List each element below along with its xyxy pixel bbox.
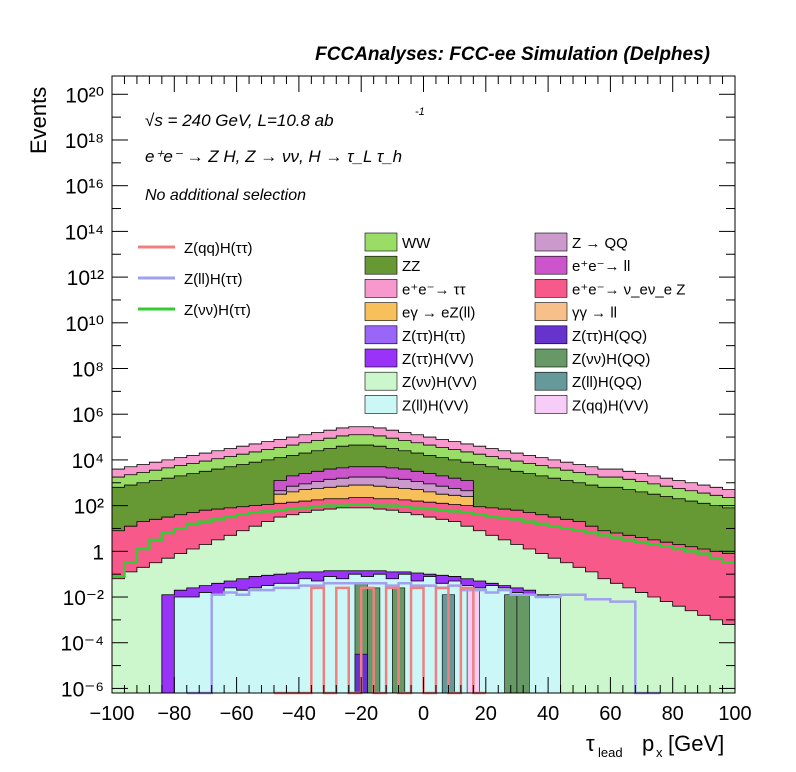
legend-label: Z(νν)H(VV) xyxy=(402,374,477,391)
legend-swatch xyxy=(364,232,398,252)
x-tick-label: 0 xyxy=(418,703,429,725)
legend-swatch xyxy=(534,395,568,414)
legend-label: Z(ll)H(VV) xyxy=(402,397,469,414)
legend-swatch xyxy=(534,232,568,252)
legend-label: e⁺e⁻→ ττ xyxy=(402,281,466,298)
bar-4 xyxy=(504,594,518,694)
legend-swatch xyxy=(364,255,398,275)
y-tick-label: 10⁻⁶ xyxy=(61,678,104,701)
legend-swatch xyxy=(534,302,568,321)
signal-line-0 xyxy=(112,503,735,578)
signal-lines xyxy=(112,503,735,695)
legend-swatch xyxy=(364,395,398,414)
x-tick-label: −100 xyxy=(89,703,134,725)
y-tick-label: 10¹⁴ xyxy=(65,221,104,244)
legend-label: Z(ll)H(QQ) xyxy=(572,374,642,391)
y-tick-label: 10² xyxy=(74,496,104,519)
xlabel-tau: τ xyxy=(586,731,595,756)
y-tick-label: 10⁻⁴ xyxy=(61,633,104,656)
legend-label: WW xyxy=(402,235,431,252)
x-tick-label: 100 xyxy=(718,703,751,725)
legend-swatch xyxy=(534,348,568,368)
y-tick-label: 10⁸ xyxy=(72,359,104,382)
legend-label: ZZ xyxy=(402,258,420,275)
xlabel-p: p xyxy=(642,731,654,756)
chart-title: FCCAnalyses: FCC-ee Simulation (Delphes) xyxy=(315,44,710,65)
legend-swatch xyxy=(364,325,398,345)
legend-label: Z(ττ)H(ττ) xyxy=(402,328,466,345)
xlabel-x: x xyxy=(656,745,663,760)
x-tick-label: 40 xyxy=(537,703,559,725)
x-axis: −100 −80 −60 −40 −20 0 20 40 60 80 100 xyxy=(89,76,752,725)
y-axis-label: Events xyxy=(26,87,51,154)
legend-signals: Z(qq)H(ττ) Z(ll)H(ττ) Z(νν)H(ττ) xyxy=(138,240,253,319)
signal-line-2 xyxy=(273,586,486,695)
legend-swatch xyxy=(364,371,398,391)
legend-label: Z(νν)H(ττ) xyxy=(184,302,251,319)
legend-swatch xyxy=(534,371,568,391)
legend-swatch xyxy=(364,302,398,321)
y-axis: 10⁻⁶ 10⁻⁴ 10⁻² 1 10² 10⁴ 10⁶ 10⁸ 10¹⁰ 10¹² 10¹⁴ 10¹… xyxy=(61,84,735,701)
y-tick-label: 10⁴ xyxy=(72,450,104,473)
legend-backgrounds: WW Z → QQ ZZ e⁺e⁻→ ll e⁺e⁻→ ττ e⁺e⁻→ ν_eν_e Z… xyxy=(364,232,685,414)
x-axis-label: τ lead p x [GeV] xyxy=(586,731,724,760)
y-tick-label: 10⁻² xyxy=(63,587,104,610)
x-tick-label: −40 xyxy=(282,703,316,725)
legend-swatch xyxy=(534,325,568,345)
legend-label: Z(qq)H(ττ) xyxy=(184,240,253,257)
selection-label: No additional selection xyxy=(145,187,306,204)
legend-label: Z(ττ)H(VV) xyxy=(402,351,474,368)
legend-label: Z → QQ xyxy=(572,235,628,252)
y-tick-label: 1 xyxy=(92,541,104,564)
signal-line-1 xyxy=(186,582,661,695)
lumi-exponent: -1 xyxy=(415,106,425,118)
y-tick-label: 10¹⁰ xyxy=(65,313,104,336)
y-tick-label: 10¹⁶ xyxy=(65,176,104,199)
bar-5 xyxy=(516,594,530,694)
legend-swatch xyxy=(534,255,568,275)
legend-swatch xyxy=(364,279,398,298)
legend-label: γγ → ll xyxy=(572,305,617,322)
legend-swatch xyxy=(534,279,568,298)
x-tick-label: 60 xyxy=(599,703,621,725)
x-tick-label: 80 xyxy=(662,703,684,725)
legend-label: Z(qq)H(VV) xyxy=(572,397,649,414)
y-tick-label: 10¹⁸ xyxy=(65,130,104,153)
y-tick-label: 10⁶ xyxy=(72,404,104,427)
legend-label: e⁺e⁻→ ν_eν_e Z xyxy=(572,281,685,298)
x-tick-label: −60 xyxy=(220,703,254,725)
xlabel-unit: [GeV] xyxy=(668,731,724,756)
legend-label: eγ → eZ(ll) xyxy=(402,305,475,322)
legend-label: Z(ll)H(ττ) xyxy=(184,271,243,288)
x-tick-label: −20 xyxy=(344,703,378,725)
legend-label: Z(ττ)H(QQ) xyxy=(572,328,647,345)
x-tick-label: −80 xyxy=(157,703,191,725)
y-tick-label: 10²⁰ xyxy=(65,84,104,107)
x-tick-label: 20 xyxy=(475,703,497,725)
y-tick-label: 10¹² xyxy=(67,267,104,290)
process-label: e⁺e⁻ → Z H, Z → νν, H → τ_L τ_h xyxy=(145,147,402,166)
legend-label: e⁺e⁻→ ll xyxy=(572,258,630,275)
legend-swatch xyxy=(364,348,398,368)
energy-label: √s = 240 GeV, L=10.8 ab xyxy=(145,111,334,130)
xlabel-lead: lead xyxy=(598,745,623,760)
legend-label: Z(νν)H(QQ) xyxy=(572,351,650,368)
